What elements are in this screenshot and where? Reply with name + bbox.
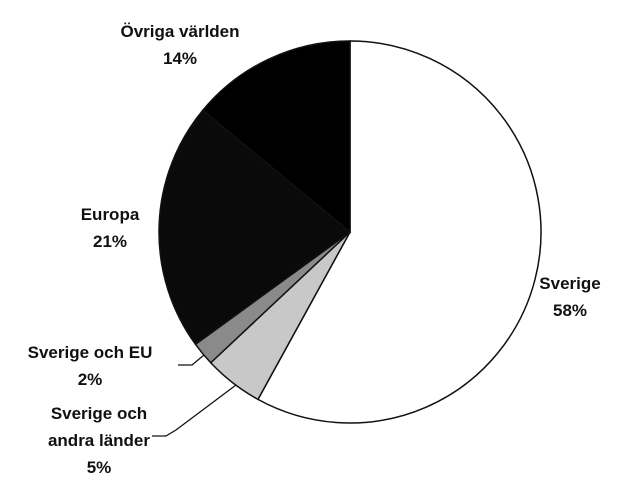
- category-label: Övriga världen: [120, 22, 240, 41]
- value-label: 14%: [162, 49, 198, 68]
- leader-line: [152, 384, 237, 437]
- category-label: Europa: [80, 205, 140, 224]
- slice-label: Europa 21%: [40, 201, 180, 255]
- slice-label: Sverige 58%: [520, 270, 620, 324]
- value-label: 21%: [92, 232, 128, 251]
- slice-label: Sverige och andra länder 5%: [40, 400, 158, 481]
- leader-line: [178, 354, 205, 366]
- category-label: Sverige och andra länder: [47, 404, 151, 450]
- slice: [256, 40, 542, 424]
- value-label: 5%: [86, 458, 112, 477]
- slice: [201, 40, 351, 234]
- value-label: 2%: [77, 370, 103, 389]
- slice-label: Sverige och EU 2%: [0, 339, 180, 393]
- slice-label: Övriga världen 14%: [80, 18, 280, 72]
- category-label: Sverige: [539, 274, 601, 293]
- pie: [158, 40, 542, 424]
- value-label: 58%: [552, 301, 588, 320]
- slice: [158, 109, 352, 346]
- category-label: Sverige och EU: [27, 343, 153, 362]
